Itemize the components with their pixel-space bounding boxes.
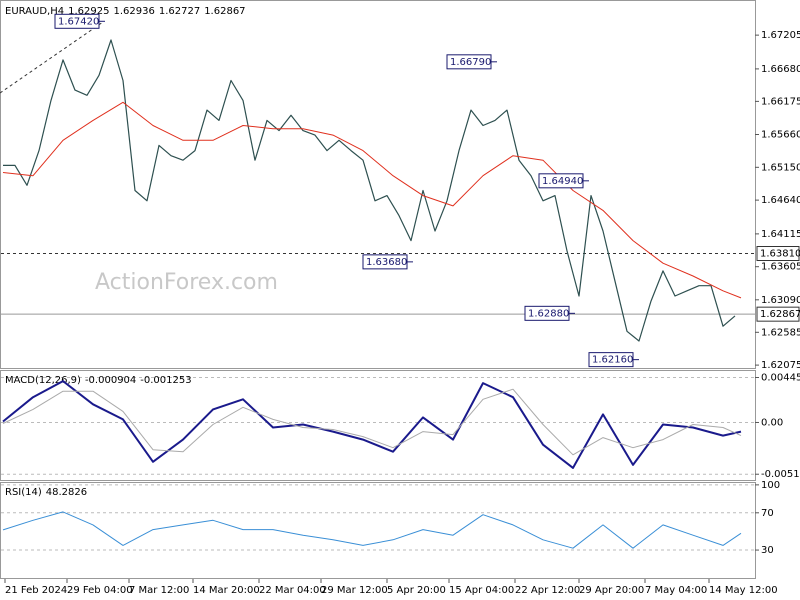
x-tick-label: 14 May 12:00 [709, 585, 778, 596]
y-tick-label: 1.62585 [761, 327, 800, 338]
y-tick-label: 1.66680 [761, 64, 800, 75]
y-tick-label: 1.67205 [761, 30, 800, 41]
annotation-label: 1.62160 [592, 355, 633, 366]
x-tick-label: 21 Feb 2024 [5, 585, 67, 596]
header-value: 48.2826 [46, 487, 87, 498]
x-tick-label: 22 Mar 04:00 [259, 585, 326, 596]
y-tick-label: 70 [761, 508, 774, 519]
header-value: 1.62867 [204, 6, 245, 17]
price-level-label: 1.62867 [760, 309, 800, 320]
annotation-box [524, 305, 570, 321]
annotation-box [446, 54, 492, 70]
watermark: ActionForex.com [95, 270, 278, 295]
y-tick-label: 1.63605 [761, 262, 800, 273]
x-tick-label: 15 Apr 04:00 [449, 585, 514, 596]
annotation-box [538, 173, 584, 189]
y-tick-label: 1.62075 [761, 360, 800, 371]
x-tick-label: 7 May 04:00 [645, 585, 707, 596]
price-panel [0, 0, 756, 369]
panel-header: MACD(12,26,9) -0.000904 -0.001253 [5, 375, 192, 386]
x-tick-label: 29 Mar 12:00 [321, 585, 388, 596]
panel-header: RSI(14) 48.2826 [5, 487, 87, 498]
series-line [3, 39, 736, 342]
annotation-label: 1.66790 [450, 57, 491, 68]
series-line [2, 380, 742, 469]
annotation-box [54, 13, 100, 29]
x-tick-label: 29 Apr 20:00 [579, 585, 644, 596]
x-tick-label: 14 Mar 20:00 [193, 585, 260, 596]
x-tick-label: 5 Apr 20:00 [387, 585, 446, 596]
y-tick-label: 1.65660 [761, 130, 800, 141]
header-value: 1.62936 [113, 6, 154, 17]
header-value: -0.000904 [85, 375, 136, 386]
y-tick-label: 1.65150 [761, 162, 800, 173]
header-value: -0.001253 [140, 375, 191, 386]
price-level-label: 1.63810 [760, 249, 800, 260]
panel-title: MACD(12,26,9) [5, 375, 81, 386]
y-tick-label: 1.64640 [761, 195, 800, 206]
price-level-box [756, 246, 800, 262]
annotation-label: 1.63680 [366, 257, 407, 268]
annotation-box [588, 352, 634, 368]
y-tick-label: 30 [761, 545, 774, 556]
annotation-box [362, 254, 408, 270]
price-level-box [756, 306, 800, 322]
macd-panel [0, 370, 756, 481]
panel-header: EURAUD,H4 1.62925 1.62936 1.62727 1.62867 [5, 6, 246, 17]
y-tick-label: 1.63090 [761, 295, 800, 306]
x-tick-label: 22 Apr 12:00 [515, 585, 580, 596]
annotation-label: 1.67420 [58, 16, 99, 27]
header-value: 1.62925 [68, 6, 109, 17]
x-tick-label: 29 Feb 04:00 [67, 585, 133, 596]
y-tick-label: 1.66175 [761, 96, 800, 107]
x-tick-label: 7 Mar 12:00 [129, 585, 189, 596]
header-value: 1.62727 [159, 6, 200, 17]
trend-line [0, 21, 104, 94]
panel-title: RSI(14) [5, 487, 42, 498]
series-line [2, 511, 742, 549]
rsi-panel [0, 482, 756, 579]
y-tick-label: 0.00 [761, 417, 783, 428]
annotation-label: 1.62880 [528, 308, 569, 319]
annotation-label: 1.64940 [542, 176, 583, 187]
y-tick-label: 1.64115 [761, 229, 800, 240]
panel-title: EURAUD,H4 [5, 6, 64, 17]
series-line [2, 101, 742, 299]
y-tick-label: -0.005128 [761, 469, 800, 480]
series-line [2, 388, 742, 456]
y-tick-label: 0.004456 [761, 372, 800, 383]
y-tick-label: 100 [761, 480, 780, 491]
